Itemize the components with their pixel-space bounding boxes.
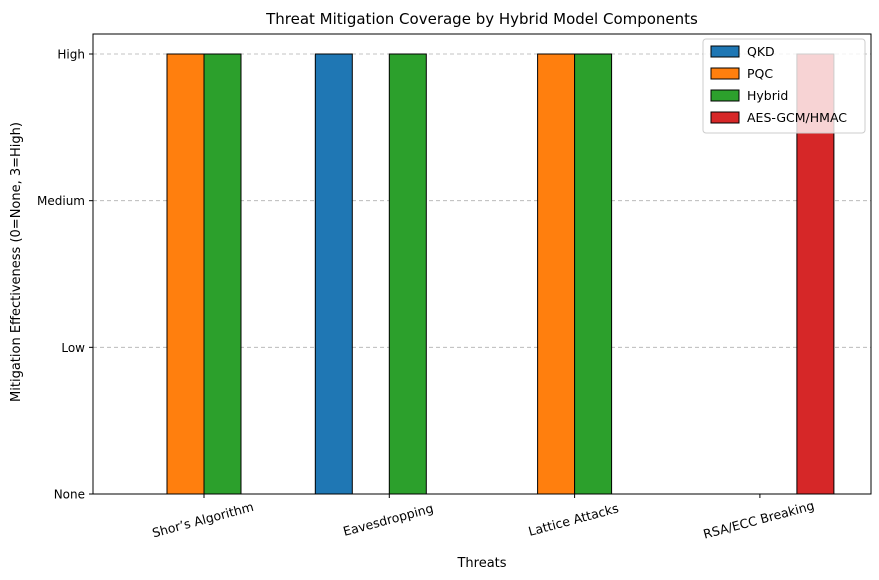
legend-label: QKD [747,44,775,59]
legend-label: PQC [747,66,773,81]
y-tick-label: Low [61,341,85,355]
legend-label: AES-GCM/HMAC [747,110,847,125]
x-tick-label: RSA/ECC Breaking [702,498,816,542]
y-axis-label: Mitigation Effectiveness (0=None, 3=High… [9,122,24,402]
legend: QKD PQC Hybrid AES-GCM/HMAC [702,38,866,134]
x-axis-label: Threats [456,556,506,571]
bar [574,53,613,495]
bar [537,53,576,495]
bar [203,53,242,495]
y-tick-label: None [54,488,85,502]
x-tick-label: Eavesdropping [341,500,435,539]
legend-box [702,38,866,134]
x-tick-label: Shor’s Algorithm [151,499,256,540]
bar [314,53,353,495]
bar [166,53,205,495]
x-tick-label: Lattice Attacks [527,500,621,539]
y-tick-label: Medium [37,194,85,208]
legend-swatch [710,45,740,58]
chart-title: Threat Mitigation Coverage by Hybrid Mod… [265,10,698,28]
legend-swatch [710,89,740,102]
legend-label: Hybrid [747,88,788,103]
bars [166,53,835,495]
bar [388,53,427,495]
y-tick-label: High [57,48,85,62]
legend-swatch [710,67,740,80]
plot-frame [92,33,872,495]
legend-swatch [710,111,740,124]
